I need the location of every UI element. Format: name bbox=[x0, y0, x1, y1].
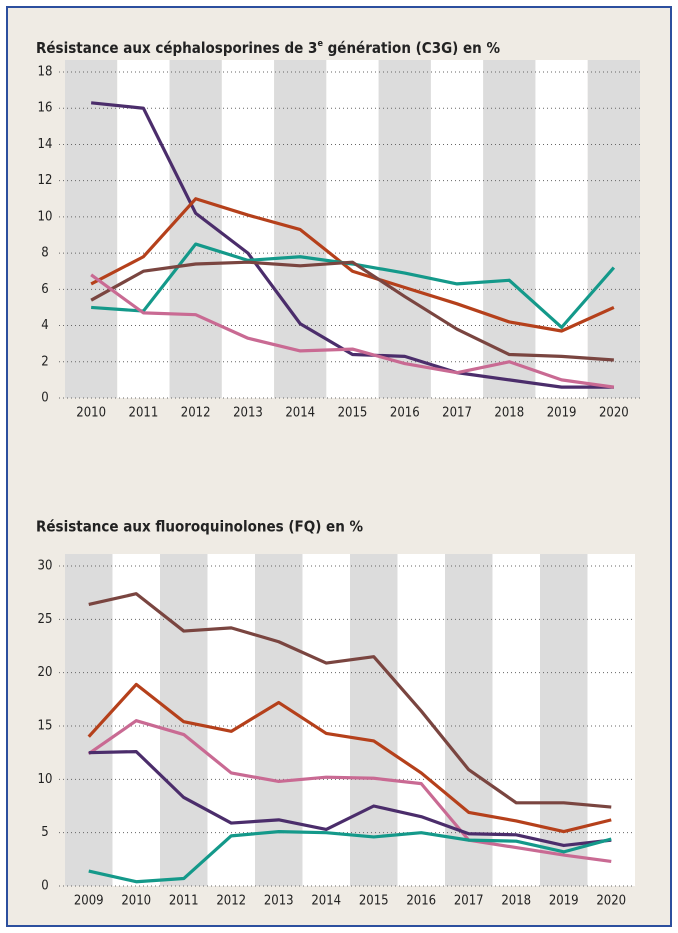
column-band bbox=[587, 60, 640, 398]
x-tick-label: 2019 bbox=[547, 406, 577, 421]
y-tick-label: 16 bbox=[38, 101, 53, 116]
x-tick-label: 2017 bbox=[454, 894, 484, 909]
column-band bbox=[221, 60, 275, 398]
x-tick-label: 2018 bbox=[501, 894, 531, 909]
series-line bbox=[88, 830, 612, 884]
x-tick-label: 2016 bbox=[390, 406, 420, 421]
y-tick-label: 10 bbox=[38, 772, 53, 787]
y-tick-label: 6 bbox=[41, 282, 48, 297]
column-band bbox=[430, 60, 484, 398]
series-line bbox=[87, 719, 612, 864]
x-tick-label: 2020 bbox=[596, 894, 626, 909]
y-tick-label: 18 bbox=[38, 65, 53, 80]
column-band bbox=[302, 554, 350, 886]
column-band bbox=[326, 60, 379, 398]
y-tick-label: 5 bbox=[41, 825, 48, 840]
chart-title: Résistance aux fluoroquinolones (FQ) en … bbox=[36, 518, 364, 536]
series-line bbox=[88, 750, 612, 848]
y-tick-label: 14 bbox=[38, 137, 53, 152]
x-tick-label: 2015 bbox=[359, 894, 389, 909]
x-tick-label: 2013 bbox=[233, 406, 263, 421]
y-tick-label: 0 bbox=[41, 391, 48, 406]
x-tick-label: 2015 bbox=[338, 406, 368, 421]
series-line bbox=[90, 260, 614, 362]
title-part: génération (C3G) en % bbox=[323, 39, 501, 57]
series-line bbox=[87, 682, 612, 834]
y-tick-label: 12 bbox=[38, 173, 53, 188]
column-band bbox=[445, 554, 493, 886]
y-tick-label: 8 bbox=[41, 246, 48, 261]
y-tick-label: 4 bbox=[41, 318, 48, 333]
x-tick-label: 2011 bbox=[129, 406, 159, 421]
series-line bbox=[90, 273, 615, 389]
column-band bbox=[535, 60, 588, 398]
column-band bbox=[587, 554, 635, 886]
y-tick-label: 2 bbox=[41, 354, 48, 369]
series-line bbox=[90, 197, 615, 333]
x-tick-label: 2010 bbox=[76, 406, 106, 421]
series-line bbox=[88, 592, 612, 809]
y-tick-label: 10 bbox=[38, 209, 53, 224]
column-band bbox=[350, 554, 398, 886]
column-band bbox=[483, 60, 536, 398]
column-band bbox=[540, 554, 588, 886]
x-tick-label: 2014 bbox=[285, 406, 315, 421]
x-tick-label: 2014 bbox=[311, 894, 341, 909]
column-band bbox=[255, 554, 303, 886]
column-band bbox=[169, 60, 222, 398]
y-tick-label: 0 bbox=[41, 879, 48, 894]
series-line bbox=[90, 101, 614, 389]
x-tick-label: 2019 bbox=[549, 894, 579, 909]
x-tick-label: 2017 bbox=[442, 406, 472, 421]
column-band bbox=[378, 60, 431, 398]
x-tick-label: 2018 bbox=[494, 406, 524, 421]
x-tick-label: 2020 bbox=[599, 406, 629, 421]
title-part: Résistance aux céphalosporines de 3 bbox=[36, 39, 317, 57]
column-band bbox=[65, 60, 118, 398]
x-tick-label: 2009 bbox=[74, 894, 104, 909]
y-tick-label: 25 bbox=[38, 612, 53, 627]
x-tick-label: 2016 bbox=[406, 894, 436, 909]
x-tick-label: 2012 bbox=[216, 894, 246, 909]
x-tick-label: 2012 bbox=[181, 406, 211, 421]
column-band bbox=[492, 554, 540, 886]
column-band bbox=[397, 554, 445, 886]
y-tick-label: 30 bbox=[38, 559, 53, 574]
y-tick-label: 15 bbox=[38, 719, 53, 734]
title-part: e bbox=[317, 39, 323, 49]
x-tick-label: 2010 bbox=[121, 894, 151, 909]
x-tick-label: 2013 bbox=[264, 894, 294, 909]
column-band bbox=[117, 60, 170, 398]
chart-title: Résistance aux céphalosporines de 3e gén… bbox=[36, 39, 500, 57]
y-tick-label: 20 bbox=[38, 665, 53, 680]
x-tick-label: 2011 bbox=[169, 894, 199, 909]
